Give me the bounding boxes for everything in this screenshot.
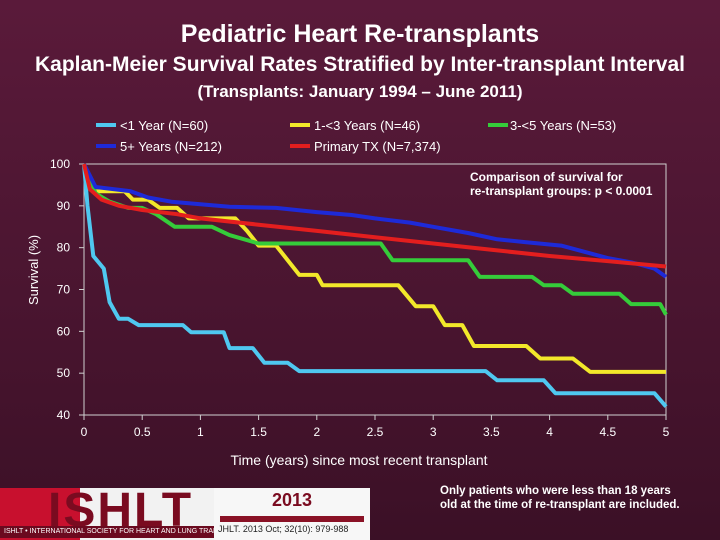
series-line-4 (82, 163, 667, 269)
logo-band: ISHLT • INTERNATIONAL SOCIETY FOR HEART … (0, 526, 218, 538)
x-tick-label-5: 2.5 (367, 425, 384, 439)
axis-ticks: 40 50 60 70 80 90 100 0 0.5 1 1.5 2 2.5 3 3.5 4 4.5 5 (50, 157, 670, 439)
y-tick-label-4: 80 (57, 241, 71, 255)
y-tick-label-3: 70 (57, 283, 71, 297)
comparison-note: Comparison of survival for re-transplant… (470, 170, 690, 198)
legend-label-3: 5+ Years (N=212) (120, 139, 222, 154)
subtitle-small: (Transplants: January 1994 – June 2011) (197, 82, 523, 101)
series-lines (82, 163, 668, 408)
y-axis-label: Survival (%) (26, 235, 41, 305)
x-axis-label: Time (years) since most recent transplan… (230, 452, 487, 468)
x-tick-label-2: 1 (197, 425, 204, 439)
x-tick-label-7: 3.5 (483, 425, 500, 439)
restriction-line-2: old at the time of re-transplant are inc… (440, 499, 680, 511)
ishlt-logo: ISHLT ISHLT • INTERNATIONAL SOCIETY FOR … (0, 487, 218, 540)
legend-label-1: 1-<3 Years (N=46) (314, 118, 420, 133)
journal-badge: 2013 JHLT. 2013 Oct; 32(10): 979-988 (214, 488, 370, 540)
restriction-line-1: Only patients who were less than 18 year… (440, 485, 671, 497)
page-subtitle: Kaplan-Meier Survival Rates Stratified b… (10, 52, 710, 105)
journal-year: 2013 (271, 490, 313, 510)
subtitle-main: Kaplan-Meier Survival Rates Stratified b… (34, 53, 685, 76)
x-tick-label-4: 2 (313, 425, 320, 439)
survival-chart: 40 50 60 70 80 90 100 0 0.5 1 1.5 2 2.5 3 3.5 4 4.5 5 Tim… (26, 118, 670, 468)
y-tick-label-0: 40 (57, 408, 71, 422)
x-tick-label-8: 4 (546, 425, 553, 439)
series-line-3 (82, 163, 668, 279)
x-tick-label-1: 0.5 (134, 425, 151, 439)
y-tick-label-6: 100 (50, 157, 70, 171)
x-tick-label-10: 5 (663, 425, 670, 439)
legend: <1 Year (N=60) 1-<3 Years (N=46) 3-<5 Ye… (96, 118, 616, 154)
comparison-line-1: Comparison of survival for (470, 170, 623, 184)
page-title: Pediatric Heart Re-transplants (180, 20, 540, 48)
restriction-note: Only patients who were less than 18 year… (440, 484, 710, 512)
y-tick-label-5: 90 (57, 199, 71, 213)
x-tick-label-3: 1.5 (250, 425, 267, 439)
legend-label-4: Primary TX (N=7,374) (314, 139, 441, 154)
x-tick-label-9: 4.5 (599, 425, 616, 439)
legend-label-2: 3-<5 Years (N=53) (510, 118, 616, 133)
journal-citation: JHLT. 2013 Oct; 32(10): 979-988 (218, 524, 349, 534)
series-line-0 (82, 163, 668, 408)
x-tick-label-6: 3 (430, 425, 437, 439)
y-tick-label-1: 50 (57, 366, 71, 380)
x-tick-label-0: 0 (81, 425, 88, 439)
y-tick-label-2: 60 (57, 324, 71, 338)
series-line-1 (82, 163, 666, 374)
legend-label-0: <1 Year (N=60) (120, 118, 208, 133)
comparison-line-2: re-transplant groups: p < 0.0001 (470, 184, 653, 198)
journal-stripe (220, 516, 364, 522)
